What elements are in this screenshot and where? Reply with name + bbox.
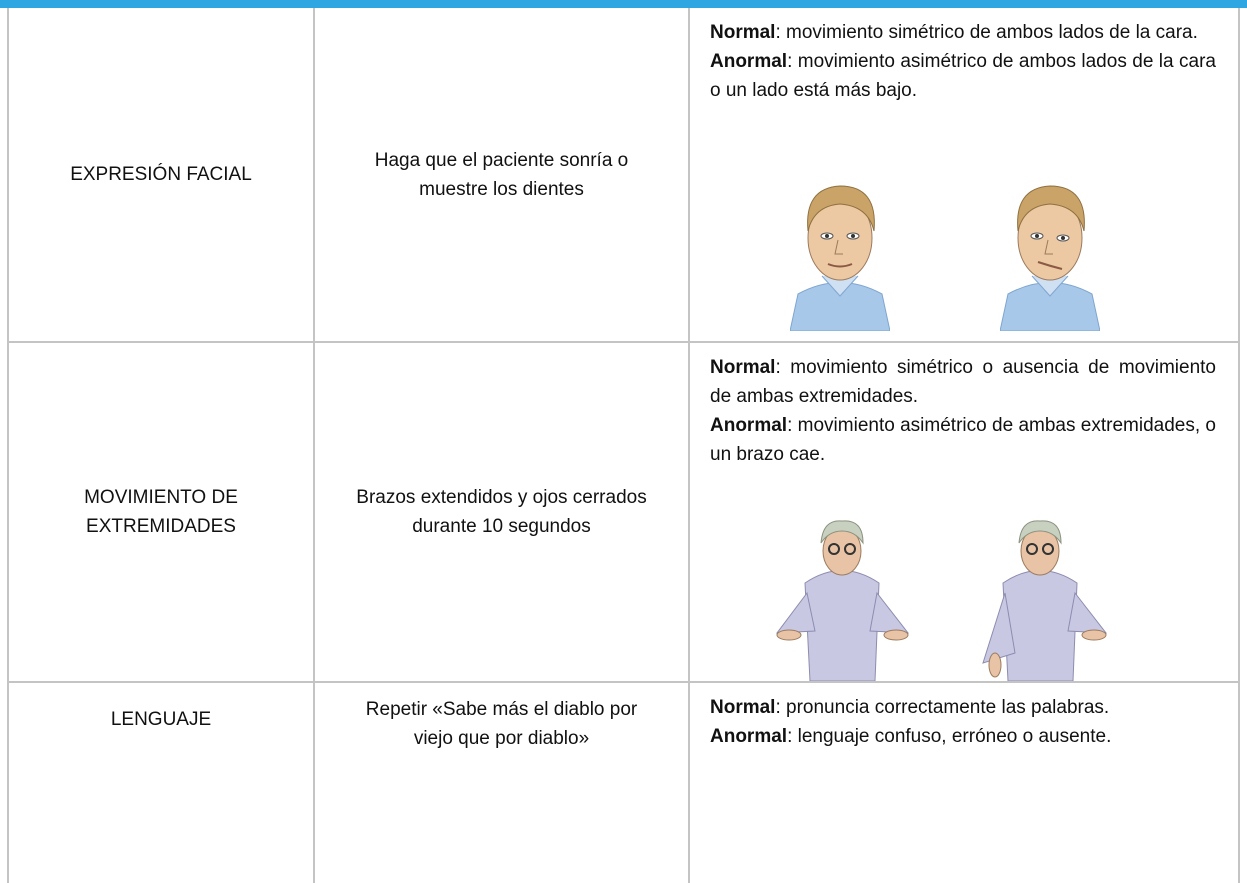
instruction: Haga que el paciente sonría o muestre lo… (313, 8, 688, 341)
normal-line: Normal: movimiento simétrico o ausencia … (710, 353, 1216, 411)
test-name-text: LENGUAJE (110, 709, 212, 730)
face-illustration (1000, 185, 1100, 331)
instruction-text: Repetir «Sabe más el diablo por viejo qu… (365, 699, 638, 749)
abnormal-line: Anormal: movimiento asimétrico de ambos … (710, 47, 1216, 105)
normal-line: Normal: movimiento simétrico de ambos la… (710, 18, 1216, 47)
abnormal-line: Anormal: lenguaje confuso, erróneo o aus… (710, 722, 1216, 751)
abnormal-text: : movimiento asimétrico de ambos lados d… (710, 51, 1216, 101)
normal-label: Normal (710, 357, 776, 378)
result: Normal: movimiento simétrico o ausencia … (688, 343, 1240, 681)
result: Normal: pronuncia correctamente las pala… (688, 683, 1240, 883)
instruction: Repetir «Sabe más el diablo por viejo qu… (313, 683, 688, 883)
abnormal-text: : movimiento asimétrico de ambas extremi… (710, 415, 1216, 465)
test-name: MOVIMIENTO DE EXTREMIDADES (7, 343, 313, 681)
abnormal-label: Anormal (710, 415, 788, 436)
normal-text: : movimiento simétrico de ambos lados de… (775, 22, 1198, 43)
face-illustration (790, 185, 890, 331)
normal-text: : movimiento simétrico o ausencia de mov… (710, 357, 1216, 407)
normal-label: Normal (710, 697, 776, 718)
table-row: MOVIMIENTO DE EXTREMIDADES Brazos extend… (7, 343, 1240, 683)
table-row: EXPRESIÓN FACIAL Haga que el paciente so… (7, 8, 1240, 343)
result: Normal: movimiento simétrico de ambos la… (688, 8, 1240, 341)
abnormal-label: Anormal (710, 726, 788, 747)
abnormal-text: : lenguaje confuso, erróneo o ausente. (787, 726, 1112, 747)
person-illustration (775, 520, 910, 681)
abnormal-line: Anormal: movimiento asimétrico de ambas … (710, 411, 1216, 469)
abnormal-label: Anormal (710, 51, 788, 72)
normal-line: Normal: pronuncia correctamente las pala… (710, 693, 1216, 722)
normal-text: : pronuncia correctamente las palabras. (775, 697, 1110, 718)
person-illustration (982, 520, 1108, 681)
test-name: LENGUAJE (7, 683, 313, 883)
table-row: LENGUAJE Repetir «Sabe más el diablo por… (7, 683, 1240, 883)
test-name: EXPRESIÓN FACIAL (7, 8, 313, 341)
instruction: Brazos extendidos y ojos cerrados durant… (313, 343, 688, 681)
top-bar (0, 0, 1247, 8)
normal-label: Normal (710, 22, 776, 43)
